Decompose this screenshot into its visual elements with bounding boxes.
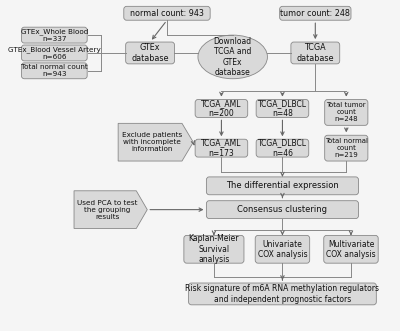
Text: GTEx_Blood Vessel Artery
n=606: GTEx_Blood Vessel Artery n=606 [8,46,101,60]
Text: Total normal count
n=943: Total normal count n=943 [21,64,88,77]
FancyBboxPatch shape [22,45,87,61]
Text: Univariate
COX analysis: Univariate COX analysis [258,240,307,259]
FancyBboxPatch shape [184,235,244,263]
FancyBboxPatch shape [206,177,358,195]
Ellipse shape [198,35,268,79]
Text: Total normal
count
n=219: Total normal count n=219 [325,138,368,158]
Text: TCGA
database: TCGA database [296,43,334,63]
Text: The differential expression: The differential expression [226,181,339,190]
FancyBboxPatch shape [22,27,87,43]
FancyBboxPatch shape [280,6,351,20]
FancyBboxPatch shape [126,42,174,64]
Text: TCGA_AML
n=200: TCGA_AML n=200 [201,99,242,118]
FancyBboxPatch shape [206,201,358,218]
Text: Used PCA to test
the grouping
results: Used PCA to test the grouping results [77,200,138,220]
Text: Exclude patients
with incomplete
information: Exclude patients with incomplete informa… [122,132,182,152]
FancyBboxPatch shape [124,6,210,20]
Text: Risk signature of m6A RNA methylation regulators
and independent prognostic fact: Risk signature of m6A RNA methylation re… [186,284,380,304]
FancyBboxPatch shape [325,100,368,125]
Polygon shape [118,123,193,161]
FancyBboxPatch shape [324,235,378,263]
Text: GTEx
database: GTEx database [131,43,169,63]
Text: normal count: 943: normal count: 943 [130,9,204,18]
FancyBboxPatch shape [256,139,309,157]
FancyBboxPatch shape [195,100,248,118]
FancyBboxPatch shape [22,63,87,79]
Text: Multivariate
COX analysis: Multivariate COX analysis [326,240,376,259]
FancyBboxPatch shape [195,139,248,157]
Text: Download
TCGA and
GTEx
database: Download TCGA and GTEx database [214,37,252,77]
Polygon shape [74,191,147,228]
Text: Consensus clustering: Consensus clustering [238,205,328,214]
FancyBboxPatch shape [291,42,340,64]
Text: GTEx_Whole Blood
n=337: GTEx_Whole Blood n=337 [21,28,88,42]
FancyBboxPatch shape [256,100,309,118]
Text: TCGA_AML
n=173: TCGA_AML n=173 [201,138,242,158]
Text: TCGA_DLBCL
n=48: TCGA_DLBCL n=48 [258,99,307,118]
Text: TCGA_DLBCL
n=46: TCGA_DLBCL n=46 [258,138,307,158]
FancyBboxPatch shape [255,235,310,263]
Text: tumor count: 248: tumor count: 248 [280,9,350,18]
Text: Total tumor
count
n=248: Total tumor count n=248 [326,103,366,122]
Text: Kaplan-Meier
Survival
analysis: Kaplan-Meier Survival analysis [189,234,239,264]
FancyBboxPatch shape [325,135,368,161]
FancyBboxPatch shape [188,283,376,305]
